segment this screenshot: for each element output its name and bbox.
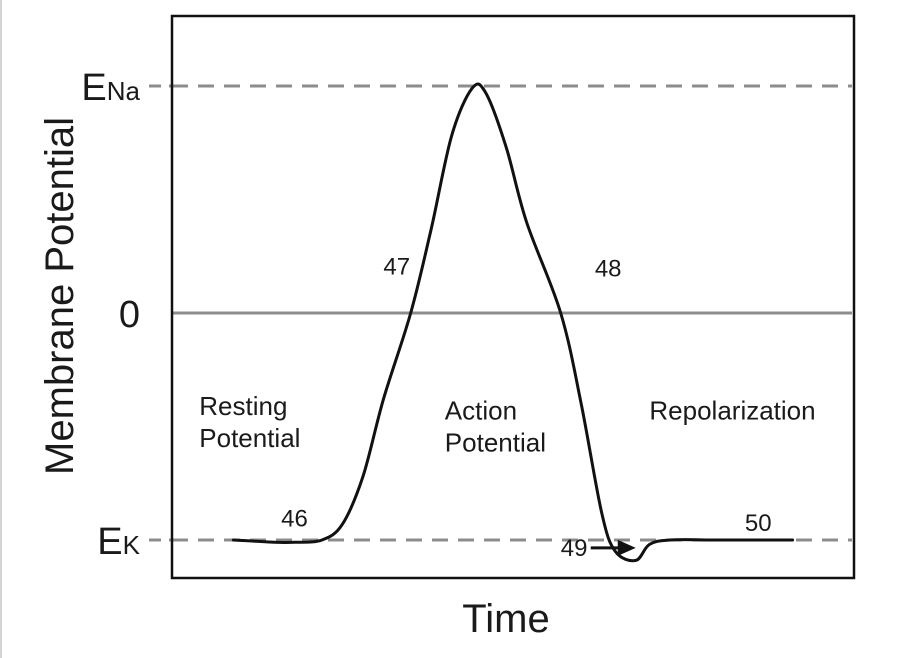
annotation-label-48: 48 xyxy=(595,256,622,283)
y-axis-label: Membrane Potential xyxy=(38,117,82,475)
annotation-label-50: 50 xyxy=(745,510,772,537)
annotation-phase-repolarization: Repolarization xyxy=(649,396,815,426)
y-tick-label-e-na: ENa xyxy=(81,67,140,109)
left-edge-divider xyxy=(0,0,2,658)
annotation-label-46: 46 xyxy=(281,505,308,532)
series-line-action-potential xyxy=(231,82,795,563)
annotation-phase-action-potential: Action Potential xyxy=(445,396,546,458)
annotation-label-49: 49 xyxy=(561,535,588,562)
y-tick-label-e-k: EK xyxy=(97,521,140,563)
plot-frame xyxy=(170,14,856,580)
annotation-label-47: 47 xyxy=(383,253,410,280)
annotation-arrow-head-49 xyxy=(617,539,636,556)
x-axis-label: Time xyxy=(462,597,549,641)
annotation-phase-resting-potential: Resting Potential xyxy=(199,391,300,453)
y-tick-label-zero: 0 xyxy=(119,294,140,336)
